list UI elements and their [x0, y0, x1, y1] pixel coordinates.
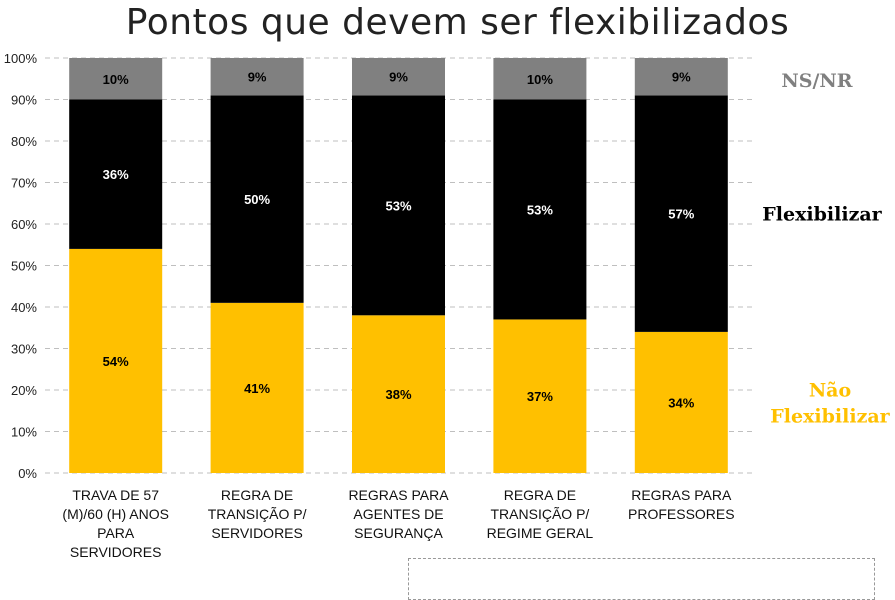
data-label: 38%	[385, 387, 411, 402]
x-tick-label: REGRAS PARA	[348, 487, 449, 503]
legend-label: Flexibilizar	[770, 405, 890, 427]
data-label: 57%	[668, 207, 694, 222]
bar-segment	[352, 58, 445, 96]
bar-segment	[634, 95, 728, 332]
y-tick-label: 100%	[4, 51, 38, 66]
x-tick-label: TRANSIÇÃO P/	[208, 506, 307, 522]
data-label: 10%	[103, 72, 129, 87]
data-label: 10%	[527, 72, 553, 87]
bar-segment	[352, 95, 445, 316]
data-label: 37%	[527, 389, 553, 404]
bar-segment	[210, 95, 304, 303]
x-tick-label: AGENTES DE	[353, 506, 443, 522]
x-tick-label: REGRA DE	[221, 487, 293, 503]
y-tick-label: 20%	[11, 383, 37, 398]
note-box	[408, 558, 875, 600]
x-tick-label: SERVIDORES	[70, 544, 162, 560]
x-tick-label: SERVIDORES	[211, 525, 303, 541]
stacked-bar-chart: 0% 10% 20% 30% 40% 50% 60% 70% 80% 90% 100% 54% 36% 1…	[4, 51, 891, 560]
x-tick-label: SEGURANÇA	[354, 525, 443, 541]
data-label: 34%	[668, 395, 694, 410]
bar-segment	[352, 315, 445, 473]
y-tick-label: 60%	[11, 217, 37, 232]
bar-segment	[210, 58, 304, 96]
bar-segment	[69, 58, 163, 100]
data-label: 53%	[385, 198, 411, 213]
bar-segment	[634, 58, 728, 96]
data-label: 41%	[244, 381, 270, 396]
x-tick-label: PROFESSORES	[628, 506, 735, 522]
legend-label: Flexibilizar	[762, 204, 882, 226]
bar-segment	[210, 302, 304, 473]
x-tick-label: TRAVA DE 57	[72, 487, 159, 503]
y-tick-label: 50%	[11, 259, 37, 274]
y-tick-label: 30%	[11, 342, 37, 357]
legend-label: NS/NR	[781, 70, 852, 92]
data-label: 50%	[244, 192, 270, 207]
y-tick-label: 10%	[11, 425, 37, 440]
bar-segment	[493, 99, 587, 320]
y-tick-label: 80%	[11, 134, 37, 149]
data-label: 36%	[103, 167, 129, 182]
y-tick-label: 90%	[11, 93, 37, 108]
x-tick-label: REGRAS PARA	[631, 487, 732, 503]
data-label: 54%	[103, 354, 129, 369]
x-tick-label: REGRA DE	[504, 487, 576, 503]
bar-segment	[69, 99, 163, 249]
bar-segment	[493, 319, 587, 473]
x-tick-label: TRANSIÇÃO P/	[491, 506, 590, 522]
legend-label: Não	[809, 379, 851, 401]
bar-segment	[634, 331, 728, 473]
x-tick-label: PARA	[97, 525, 135, 541]
y-tick-label: 0%	[18, 466, 37, 481]
data-label: 9%	[248, 70, 267, 85]
data-label: 9%	[672, 70, 691, 85]
bar-segment	[69, 248, 163, 473]
x-tick-label: (M)/60 (H) ANOS	[62, 506, 169, 522]
x-tick-label: REGIME GERAL	[487, 525, 594, 541]
data-label: 9%	[389, 70, 408, 85]
chart-title: Pontos que devem ser flexibilizados	[125, 2, 790, 43]
y-tick-label: 70%	[11, 176, 37, 191]
data-label: 53%	[527, 202, 553, 217]
bar-segment	[493, 58, 587, 100]
y-tick-label: 40%	[11, 300, 37, 315]
